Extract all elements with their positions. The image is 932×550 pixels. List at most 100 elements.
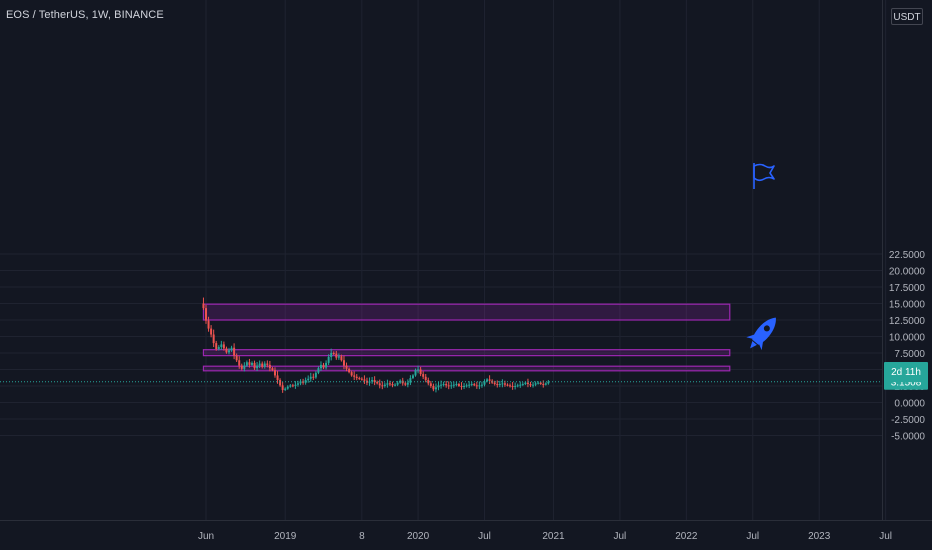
candle-body xyxy=(483,381,486,385)
candle-body xyxy=(529,384,532,386)
candle-body xyxy=(337,356,340,358)
candle-body xyxy=(526,382,529,385)
candle-body xyxy=(509,385,512,387)
candle-body xyxy=(202,303,205,309)
candle-body xyxy=(493,382,496,385)
candle-body xyxy=(417,369,420,371)
candle-body xyxy=(422,374,425,377)
price-tick-label: 22.5000 xyxy=(889,250,926,261)
price-tick-label: 12.5000 xyxy=(889,316,926,327)
candle-body xyxy=(309,376,312,379)
candle-body xyxy=(514,386,517,387)
candle-body xyxy=(222,344,225,349)
candle-body xyxy=(291,385,294,387)
candle-body xyxy=(473,384,476,386)
candle-body xyxy=(353,375,356,377)
price-tick-label: 17.5000 xyxy=(889,283,926,294)
candle-body xyxy=(424,376,427,381)
candle-body xyxy=(294,384,297,386)
price-axis[interactable]: 22.5000 20.0000 17.5000 15.0000 12.5000 10.00… xyxy=(889,250,926,443)
time-axis[interactable]: Jun 2019 8 2020 Jul 2021 Jul 2022 Jul 2023 Jul xyxy=(198,531,892,542)
candle-body xyxy=(304,380,307,383)
candle-body xyxy=(261,363,264,367)
price-tick-label: 0.0000 xyxy=(894,399,925,410)
candle-body xyxy=(404,383,407,385)
candle-body xyxy=(457,384,460,386)
price-tick-label: -5.0000 xyxy=(891,432,925,443)
candle-body xyxy=(480,384,483,386)
candle-body xyxy=(419,369,422,375)
resistance-zone[interactable] xyxy=(202,365,731,372)
candle-body xyxy=(478,385,481,387)
candle-body xyxy=(399,380,402,383)
candle-body xyxy=(227,350,230,353)
candle-body xyxy=(378,383,381,386)
svg-text:2d 11h: 2d 11h xyxy=(891,367,921,378)
resistance-zone[interactable] xyxy=(202,303,731,321)
candle-body xyxy=(345,365,348,369)
candle-body xyxy=(240,365,243,369)
candle-body xyxy=(212,334,215,344)
candle-body xyxy=(409,378,412,383)
candle-body xyxy=(360,378,363,380)
time-tick-label: 2019 xyxy=(274,531,297,542)
flag-icon[interactable] xyxy=(753,163,775,189)
candle-body xyxy=(253,362,256,369)
symbol-title[interactable]: EOS / TetherUS, 1W, BINANCE xyxy=(6,9,164,21)
candle-body xyxy=(506,384,509,386)
candle-body xyxy=(348,368,351,373)
candle-body xyxy=(340,356,343,361)
candle-body xyxy=(516,385,519,387)
candle-body xyxy=(434,387,437,390)
resistance-zone[interactable] xyxy=(202,349,731,357)
time-tick-label: Jul xyxy=(746,531,759,542)
price-tick-label: -2.5000 xyxy=(891,415,925,426)
candle-body xyxy=(327,356,330,363)
time-tick-label: 2023 xyxy=(808,531,831,542)
candle-body xyxy=(488,379,491,381)
candle-body xyxy=(376,382,379,384)
candle-body xyxy=(299,381,302,384)
candle-body xyxy=(215,343,218,350)
chart-grid xyxy=(0,0,887,520)
candle-body xyxy=(289,385,292,387)
candle-body xyxy=(355,376,358,379)
candle-body xyxy=(396,382,399,385)
candle-body xyxy=(271,368,274,371)
candle-body xyxy=(233,347,236,356)
time-tick-label: Jul xyxy=(614,531,627,542)
candlesticks xyxy=(202,297,550,393)
candle-body xyxy=(273,370,276,376)
candle-body xyxy=(442,384,445,386)
candle-body xyxy=(235,355,238,361)
candle-body xyxy=(547,381,550,384)
time-tick-label: 2022 xyxy=(675,531,698,542)
candle-body xyxy=(330,353,333,357)
price-tick-label: 20.0000 xyxy=(889,267,926,278)
candle-body xyxy=(220,344,223,348)
candle-body xyxy=(263,363,266,367)
candle-body xyxy=(388,383,391,385)
candle-body xyxy=(266,363,269,365)
candle-body xyxy=(455,384,458,386)
candle-body xyxy=(475,385,478,387)
candle-body xyxy=(544,383,547,385)
candle-body xyxy=(447,385,450,387)
candle-body xyxy=(276,375,279,381)
candle-body xyxy=(437,385,440,388)
time-tick-label: 8 xyxy=(359,531,365,542)
currency-label[interactable]: USDT xyxy=(891,8,923,25)
candle-body xyxy=(250,362,253,365)
candle-body xyxy=(532,384,535,386)
candle-body xyxy=(463,386,466,387)
price-tick-label: 15.0000 xyxy=(889,300,926,311)
price-tick-label: 7.5000 xyxy=(894,349,925,360)
candle-body xyxy=(268,364,271,369)
candle-body xyxy=(217,347,220,350)
candle-body xyxy=(427,380,430,384)
rocket-icon[interactable] xyxy=(742,311,783,354)
candle-body xyxy=(207,320,210,329)
candle-body xyxy=(519,384,522,386)
candle-body xyxy=(381,385,384,387)
